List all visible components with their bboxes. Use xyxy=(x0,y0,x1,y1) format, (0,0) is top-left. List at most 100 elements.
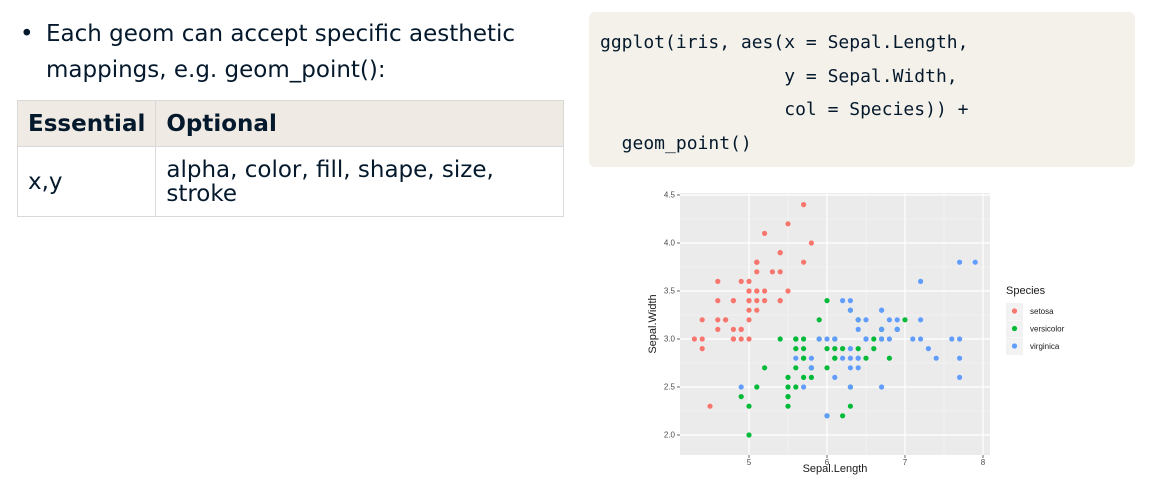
data-point-setosa xyxy=(746,298,752,304)
data-point-versicolor xyxy=(793,384,799,390)
data-point-versicolor xyxy=(871,336,877,342)
code-line: y = Sepal.Width, xyxy=(600,65,958,87)
table-cell-essential: x,y xyxy=(16,146,157,217)
data-point-setosa xyxy=(699,317,705,323)
data-point-setosa xyxy=(699,336,705,342)
data-point-versicolor xyxy=(777,336,783,342)
legend-marker xyxy=(1011,343,1018,349)
data-point-virginica xyxy=(847,355,853,361)
data-point-setosa xyxy=(754,298,760,304)
y-axis-label: Sepal.Width xyxy=(647,294,659,353)
data-point-versicolor xyxy=(847,403,853,409)
data-point-virginica xyxy=(957,374,963,380)
legend-label-setosa: setosa xyxy=(1030,307,1054,316)
data-point-versicolor xyxy=(840,413,846,419)
legend-label-virginica: virginica xyxy=(1030,342,1060,351)
data-point-virginica xyxy=(824,413,830,419)
data-point-setosa xyxy=(738,326,744,332)
data-point-setosa xyxy=(746,307,752,313)
data-point-setosa xyxy=(762,230,768,236)
data-point-virginica xyxy=(918,317,924,323)
data-point-virginica xyxy=(738,384,744,390)
data-point-setosa xyxy=(801,202,807,208)
data-point-versicolor xyxy=(785,384,791,390)
data-point-versicolor xyxy=(886,355,892,361)
data-point-virginica xyxy=(855,326,861,332)
data-point-versicolor xyxy=(738,394,744,400)
data-point-virginica xyxy=(824,336,830,342)
data-point-setosa xyxy=(746,288,752,294)
data-point-versicolor xyxy=(801,346,807,352)
data-point-versicolor xyxy=(801,374,807,380)
x-tick-label: 7 xyxy=(903,458,908,467)
data-point-virginica xyxy=(957,355,963,361)
data-point-setosa xyxy=(715,278,721,284)
data-point-virginica xyxy=(918,336,924,342)
data-point-virginica xyxy=(957,336,963,342)
data-point-virginica xyxy=(863,317,869,323)
data-point-virginica xyxy=(847,365,853,371)
data-point-versicolor xyxy=(816,317,822,323)
data-point-setosa xyxy=(707,403,713,409)
table-header-optional: Optional xyxy=(155,100,564,147)
x-tick-label: 5 xyxy=(747,458,752,467)
data-point-setosa xyxy=(754,288,760,294)
legend-marker xyxy=(1011,325,1018,332)
data-point-setosa xyxy=(777,269,783,275)
data-point-virginica xyxy=(847,307,853,313)
data-point-setosa xyxy=(730,326,736,332)
data-point-versicolor xyxy=(863,355,869,361)
data-point-setosa xyxy=(738,336,744,342)
data-point-virginica xyxy=(855,317,861,323)
table-header-essential: Essential xyxy=(16,100,157,147)
data-point-virginica xyxy=(957,259,963,265)
data-point-setosa xyxy=(762,298,768,304)
code-line: col = Species)) + xyxy=(600,99,969,120)
bullet-symbol: • xyxy=(20,21,34,47)
data-point-virginica xyxy=(949,336,955,342)
data-point-virginica xyxy=(808,365,814,371)
data-point-setosa xyxy=(769,269,775,275)
legend-marker xyxy=(1011,308,1018,314)
scatter-plot: 2.0 2.5 3.0 3.5 4.0 4.5 5 6 7 8 Sepal.Length Sepal.… xyxy=(640,180,1110,480)
data-point-versicolor xyxy=(746,403,752,409)
data-point-virginica xyxy=(925,346,931,352)
data-point-setosa xyxy=(808,240,814,246)
data-point-versicolor xyxy=(871,346,877,352)
data-point-versicolor xyxy=(824,346,830,352)
data-point-versicolor xyxy=(785,394,791,400)
data-point-versicolor xyxy=(762,365,768,371)
data-point-setosa xyxy=(746,336,752,342)
data-point-setosa xyxy=(762,288,768,294)
data-point-virginica xyxy=(840,355,846,361)
data-point-versicolor xyxy=(793,365,799,371)
y-tick-label: 3.5 xyxy=(664,287,676,296)
data-point-versicolor xyxy=(902,317,908,323)
data-point-virginica xyxy=(918,278,924,284)
data-point-versicolor xyxy=(808,374,814,380)
x-tick-label: 8 xyxy=(981,458,986,467)
y-tick-label: 2.5 xyxy=(664,383,676,392)
data-point-setosa xyxy=(785,288,791,294)
data-point-setosa xyxy=(777,298,783,304)
y-tick-label: 4.0 xyxy=(664,239,676,248)
data-point-virginica xyxy=(894,317,900,323)
data-point-setosa xyxy=(730,298,736,304)
y-tick-label: 4.5 xyxy=(664,191,676,200)
data-point-setosa xyxy=(754,307,760,313)
data-point-versicolor xyxy=(793,336,799,342)
data-point-virginica xyxy=(886,336,892,342)
legend-label-versicolor: versicolor xyxy=(1030,325,1065,334)
code-line: geom_point() xyxy=(600,132,752,154)
data-point-virginica xyxy=(886,317,892,323)
data-point-versicolor xyxy=(832,355,838,361)
data-point-setosa xyxy=(754,269,760,275)
bullet-text: Each geom can accept specific aesthetic … xyxy=(46,21,516,83)
data-point-virginica xyxy=(879,336,885,342)
code-block: ggplot(iris, aes(x = Sepal.Length, y = S… xyxy=(589,12,1135,167)
y-tick-label: 2.0 xyxy=(664,431,676,440)
data-point-versicolor xyxy=(801,355,807,361)
y-tick-label: 3.0 xyxy=(664,335,676,344)
data-point-virginica xyxy=(879,326,885,332)
plot-panel xyxy=(680,193,990,455)
